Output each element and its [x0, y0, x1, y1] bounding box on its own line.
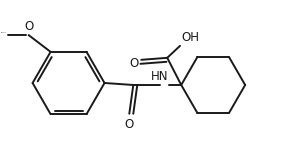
- Text: methoxy: methoxy: [1, 32, 7, 33]
- Text: HN: HN: [151, 70, 168, 83]
- Text: OH: OH: [182, 31, 200, 44]
- Text: O: O: [25, 20, 34, 33]
- Text: O: O: [125, 118, 134, 131]
- Text: O: O: [130, 57, 139, 70]
